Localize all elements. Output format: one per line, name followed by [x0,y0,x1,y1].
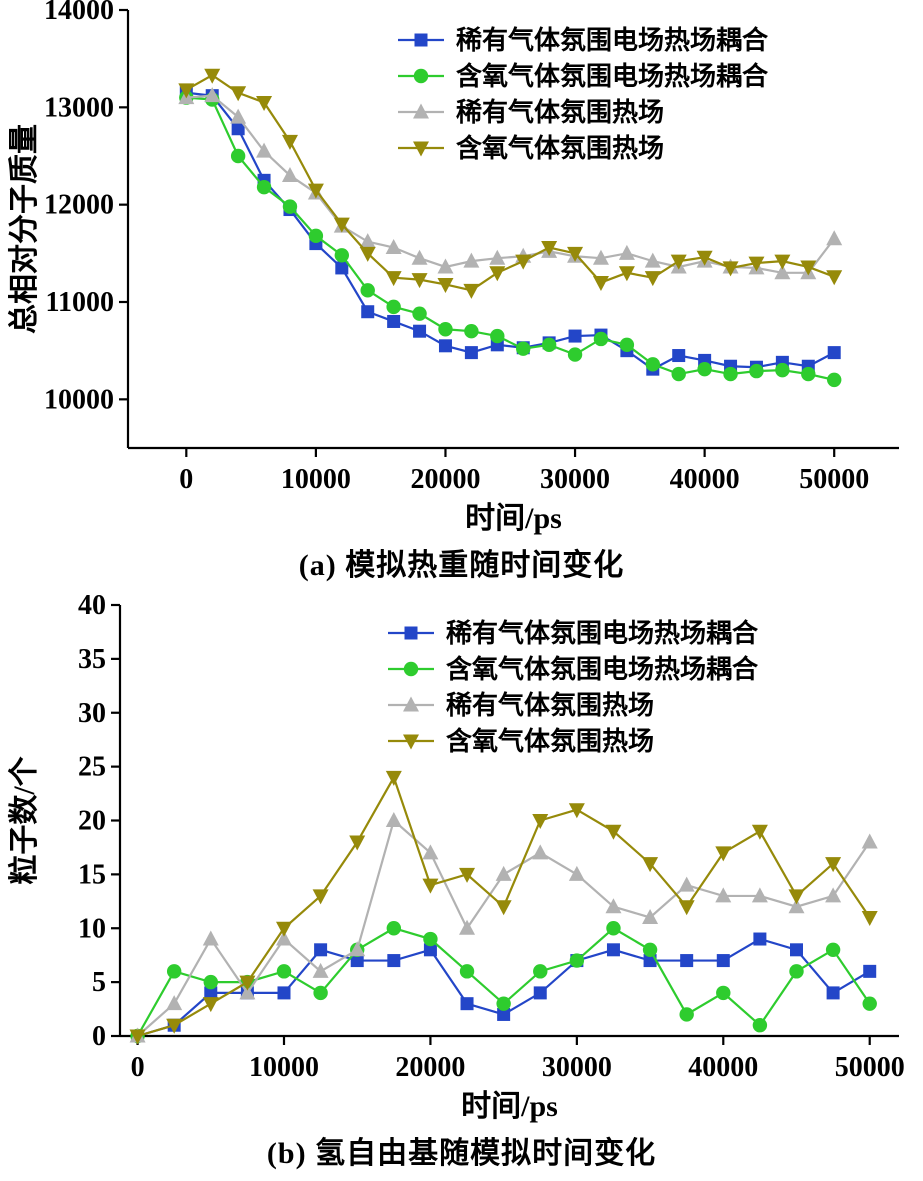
x-axis-label: 时间/ps [461,1090,558,1123]
caption-b: (b) 氢自由基随模拟时间变化 [266,1137,657,1170]
y-axis-label: 总相对分子质量 [8,124,41,334]
svg-text:30: 30 [78,698,106,729]
svg-text:40: 40 [78,593,106,621]
legend-label: 稀有气体氛围热场 [456,97,664,127]
svg-text:35: 35 [78,644,106,675]
tick-labels: 10000 11000 12000 13000 14000 0 10000 20000 3000… [44,0,869,495]
svg-text:30000: 30000 [542,1052,612,1083]
axes [119,8,899,457]
series-2 [129,812,878,1043]
svg-text:11000: 11000 [46,287,114,318]
x-axis-label: 时间/ps [465,502,562,535]
svg-text:30000: 30000 [540,464,610,495]
svg-text:10000: 10000 [249,1052,319,1083]
legend-label: 稀有气体氛围电场热场耦合 [456,25,769,55]
svg-text:15: 15 [78,859,106,890]
svg-text:50000: 50000 [799,464,869,495]
chart-a: 10000 11000 12000 13000 14000 0 10000 20000 3000… [8,0,899,535]
legend-label: 含氧气体氛围电场热场耦合 [456,61,769,91]
svg-text:12000: 12000 [44,190,114,221]
chart-b: 0 5 10 15 20 25 30 35 40 0 10000 20000 30000 40000 500… [7,593,905,1123]
tick-labels: 0 5 10 15 20 25 30 35 40 0 10000 20000 30000 40000 500… [78,593,905,1083]
svg-text:0: 0 [179,464,193,495]
svg-text:0: 0 [92,1021,106,1052]
svg-text:10: 10 [78,913,106,944]
legend-label: 含氧气体氛围热场 [456,133,664,163]
svg-text:40000: 40000 [688,1052,758,1083]
svg-text:0: 0 [131,1052,145,1083]
svg-text:40000: 40000 [670,464,740,495]
svg-text:14000: 14000 [44,0,114,26]
svg-text:10000: 10000 [281,464,351,495]
legend-label: 稀有气体氛围电场热场耦合 [446,618,759,648]
svg-text:5: 5 [92,967,106,998]
axes [111,603,899,1045]
legend-label: 稀有气体氛围热场 [446,690,654,720]
figure-b: 0 5 10 15 20 25 30 35 40 0 10000 20000 30000 40000 500… [0,593,923,1181]
svg-text:20000: 20000 [395,1052,465,1083]
svg-text:20: 20 [78,806,106,837]
caption-a: (a) 模拟热重随时间变化 [298,549,625,582]
svg-text:13000: 13000 [44,92,114,123]
legend-label: 含氧气体氛围电场热场耦合 [446,654,759,684]
series-3 [129,770,878,1045]
series-0 [179,86,841,376]
svg-text:50000: 50000 [835,1052,905,1083]
y-axis-label: 粒子数/个 [7,755,41,884]
series-3 [178,68,843,299]
figure-a: 10000 11000 12000 13000 14000 0 10000 20000 3000… [8,0,899,582]
legend-label: 含氧气体氛围热场 [446,726,654,756]
series-1 [179,90,842,388]
svg-text:25: 25 [78,752,106,783]
svg-text:10000: 10000 [44,384,114,415]
svg-text:20000: 20000 [410,464,480,495]
